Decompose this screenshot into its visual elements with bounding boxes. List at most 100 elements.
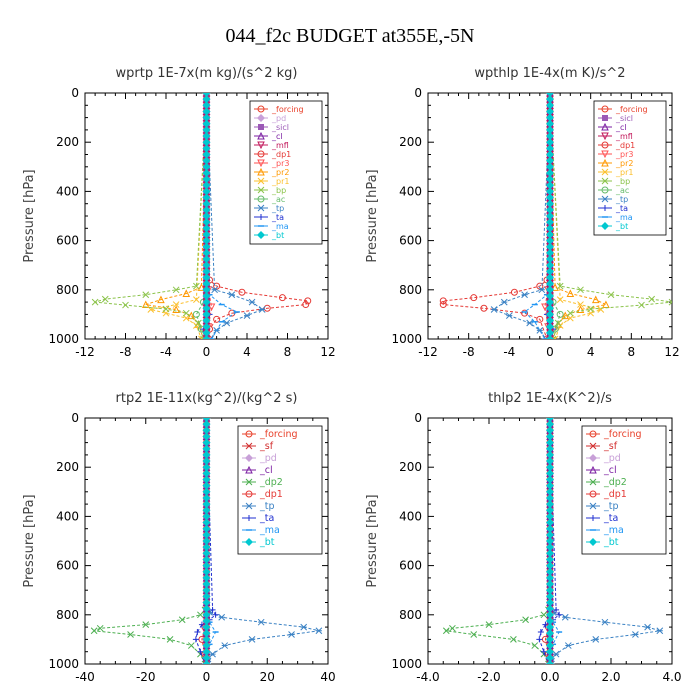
legend-entry-mfl: _mfl (271, 141, 289, 150)
series-point-dp2 (166, 636, 174, 643)
series-point-pr2 (157, 295, 165, 304)
series-point-ac (192, 310, 200, 318)
legend-entry-pd: _pd (603, 453, 621, 464)
series-point-bt (202, 530, 211, 539)
series-point-bt (202, 144, 211, 153)
series-point-pr2 (172, 305, 180, 313)
series-point-bt (546, 604, 554, 613)
series-point-bt (546, 205, 554, 214)
series-point-bt (546, 310, 554, 319)
series-line-dp1 (442, 93, 551, 339)
series-point-tp (500, 298, 508, 306)
legend-entry-ac: _ac (271, 195, 285, 204)
series-point-pr2 (197, 283, 206, 291)
series-point-tp (211, 286, 218, 294)
series-point-bp (182, 309, 190, 317)
series-point-dp2 (485, 621, 493, 628)
legend-entry-pr3: _pr3 (271, 159, 289, 168)
legend-box (581, 425, 667, 555)
series-point-bt (202, 481, 211, 490)
series-point-bt (546, 119, 554, 128)
legend-entry-tp: _tp (259, 501, 275, 512)
series-point-bt (202, 248, 211, 257)
x-tick-label: 20 (260, 670, 275, 684)
series-point-bt (546, 444, 554, 453)
series-point-bt (546, 113, 554, 122)
series-point-bt (546, 273, 554, 282)
series-point-bt (546, 616, 554, 625)
series-point-bt (202, 500, 211, 509)
legend-entry-pr2: _pr2 (271, 168, 289, 177)
series-point-bt (546, 150, 554, 159)
series-line-tp (549, 418, 660, 664)
series-point-bt (546, 218, 554, 227)
series-line-tp (493, 93, 551, 339)
series-point-bt (202, 487, 211, 496)
series-point-dp2 (540, 611, 548, 619)
series-point-tp (601, 618, 609, 626)
series-point-bt (546, 438, 554, 447)
series-point-bt (202, 193, 211, 202)
series-point-bp (607, 291, 615, 299)
x-tick-label: -4 (503, 345, 515, 359)
y-tick-label: 0 (71, 411, 79, 425)
series-point-pr1 (551, 335, 559, 339)
series-point-pr2 (591, 295, 600, 304)
series-point-bp (587, 305, 595, 313)
legend-marker (257, 131, 265, 140)
series-point-pr2 (561, 311, 570, 320)
x-tick-label: -8 (463, 345, 475, 359)
series-point-bt (546, 93, 554, 97)
legend-entry-dp2: _dp2 (259, 477, 283, 488)
series-point-bp (554, 319, 562, 327)
legend-marker (590, 515, 596, 521)
series-point-bp (162, 305, 170, 313)
series-point-bt (202, 162, 211, 171)
legend-entry-dp2: _dp2 (603, 477, 627, 488)
series-point-bt (546, 212, 554, 220)
series-point-tp (243, 312, 251, 319)
series-point-pr1 (577, 301, 584, 308)
legend: _forcing_sf_pd_cl_dp2_dp1_tp_ta_ma_bt (581, 425, 667, 555)
y-tick-label: 200 (399, 135, 422, 149)
y-tick-label: 0 (414, 411, 422, 425)
series-point-bt (202, 647, 211, 656)
series-point-bt (546, 125, 554, 134)
legend-box (237, 425, 323, 555)
legend-entry-forcing: _forcing (259, 429, 298, 440)
series-point-bt (202, 660, 211, 664)
series-point-bt (546, 101, 554, 110)
series-point-bt (546, 168, 554, 177)
series-point-bt (546, 573, 554, 582)
legend-entry-ma: _ma (603, 525, 624, 536)
series-point-bt (546, 660, 554, 664)
legend-marker (602, 205, 608, 211)
series-point-bt (202, 586, 211, 595)
legend-marker (589, 430, 597, 438)
series-point-bt (202, 168, 211, 177)
legend-marker (257, 204, 265, 212)
series-point-bt (202, 524, 211, 533)
series-point-pr1 (198, 335, 205, 339)
series-point-bt (546, 623, 554, 632)
legend-marker (245, 502, 253, 510)
series-point-bt (202, 537, 211, 545)
series-point-bt (202, 420, 211, 429)
legend: _forcing_sicl_cl_mfl_dp1_pr3_pr2_pr1_bp_… (593, 100, 667, 236)
series-point-bt (202, 426, 211, 435)
series-point-bt (546, 592, 554, 601)
series-point-dp1 (536, 282, 544, 290)
series-point-ta (209, 606, 216, 613)
series-point-bt (202, 107, 211, 116)
series-point-bt (546, 555, 554, 564)
legend-marker (257, 186, 265, 194)
legend-marker (601, 222, 609, 230)
legend-marker (245, 430, 253, 438)
series-point-bt (202, 506, 211, 515)
series-point-ac (556, 310, 564, 318)
figure-title: 044_f2c BUDGET at355E,-5N (225, 25, 474, 47)
series-point-bt (546, 463, 554, 472)
legend-marker (245, 454, 253, 462)
series-point-dp2 (197, 611, 204, 619)
series-point-dp2 (127, 631, 134, 638)
